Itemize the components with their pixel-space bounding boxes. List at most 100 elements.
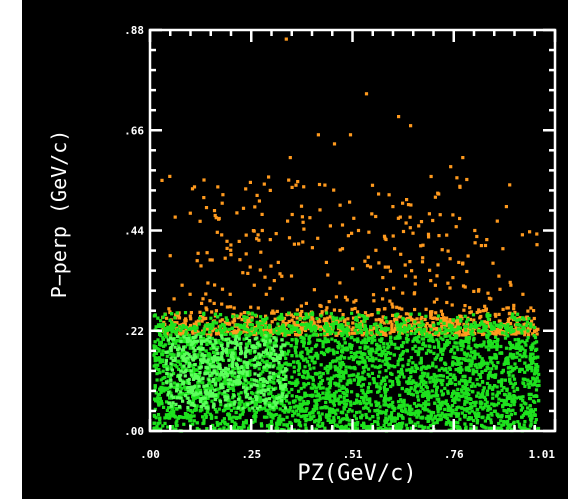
green-data-point <box>468 376 472 381</box>
green-data-point <box>154 416 158 420</box>
orange-data-point <box>366 255 370 259</box>
green-data-point <box>459 319 463 323</box>
green-data-point <box>414 329 419 333</box>
orange-data-point <box>270 320 274 324</box>
green-data-point <box>421 323 425 327</box>
green-data-point <box>506 323 510 327</box>
green-data-point <box>515 318 519 322</box>
green-data-point <box>182 339 186 344</box>
orange-data-point <box>374 318 378 322</box>
green-data-point <box>390 372 394 376</box>
orange-data-point <box>324 260 328 264</box>
green-data-point <box>169 333 173 337</box>
green-data-point <box>357 313 361 317</box>
green-data-point <box>281 316 285 320</box>
green-data-point <box>427 419 431 423</box>
green-data-point <box>334 359 338 363</box>
green-data-point <box>195 368 199 372</box>
green-data-point <box>524 343 528 347</box>
green-data-point <box>308 411 312 415</box>
green-data-point <box>527 385 531 389</box>
green-data-point <box>362 369 366 373</box>
orange-data-point <box>370 313 374 317</box>
green-data-point <box>399 371 403 375</box>
green-data-point <box>210 326 214 330</box>
green-data-point <box>475 366 479 370</box>
green-data-point <box>491 396 495 400</box>
green-data-point <box>348 407 352 412</box>
green-data-point <box>168 396 172 400</box>
green-data-point <box>486 339 490 344</box>
orange-data-point <box>316 133 320 137</box>
orange-data-point <box>509 321 513 326</box>
green-data-point <box>441 352 445 356</box>
green-data-point <box>357 360 362 364</box>
orange-data-point <box>328 315 332 319</box>
green-data-point <box>419 416 423 420</box>
orange-data-point <box>427 235 431 239</box>
green-data-point <box>454 356 458 360</box>
green-data-point <box>248 372 252 376</box>
green-data-point <box>423 344 427 348</box>
green-data-point <box>277 417 281 421</box>
green-data-point <box>170 324 174 328</box>
green-data-point <box>226 422 230 426</box>
green-data-point <box>190 326 194 330</box>
green-data-point <box>386 350 390 354</box>
green-data-point <box>273 342 278 346</box>
green-data-point <box>435 420 439 425</box>
orange-data-point <box>446 281 450 285</box>
orange-data-point <box>326 333 330 337</box>
green-data-point <box>453 383 458 387</box>
green-data-point <box>337 382 341 386</box>
green-data-point <box>265 359 269 363</box>
green-data-point <box>350 390 354 394</box>
green-data-point <box>264 408 268 412</box>
green-data-point <box>242 420 246 424</box>
green-data-point <box>306 352 310 356</box>
green-data-point <box>513 412 517 416</box>
green-data-point <box>168 414 172 418</box>
orange-data-point <box>244 252 248 256</box>
green-data-point <box>512 377 517 381</box>
orange-data-point <box>198 219 202 223</box>
green-data-point <box>393 342 397 346</box>
green-data-point <box>163 375 167 380</box>
orange-data-point <box>229 243 233 247</box>
green-data-point <box>263 406 267 410</box>
green-data-point <box>274 336 278 340</box>
green-data-point <box>259 385 263 389</box>
green-data-point <box>321 351 326 355</box>
green-data-point <box>431 364 435 368</box>
green-data-point <box>484 368 488 372</box>
green-data-point <box>198 316 202 320</box>
green-data-point <box>472 401 476 405</box>
green-data-point <box>363 337 367 341</box>
green-data-point <box>261 321 265 325</box>
orange-data-point <box>218 319 222 323</box>
orange-data-point <box>391 305 395 309</box>
green-data-point <box>410 420 414 424</box>
green-data-point <box>355 410 359 415</box>
green-data-point <box>263 325 267 329</box>
green-data-point <box>485 381 490 386</box>
orange-data-point <box>204 306 208 310</box>
green-data-point <box>359 384 363 388</box>
green-data-point <box>517 318 521 322</box>
green-data-point <box>238 416 242 420</box>
green-data-point <box>471 382 475 386</box>
orange-data-point <box>368 265 373 269</box>
green-data-point <box>512 367 516 371</box>
green-data-point <box>217 339 221 343</box>
orange-data-point <box>431 321 435 325</box>
green-data-point <box>464 396 468 400</box>
orange-data-point <box>531 332 535 336</box>
green-data-point <box>384 403 388 407</box>
green-data-point <box>164 415 169 419</box>
green-data-point <box>193 368 197 372</box>
orange-data-point <box>255 193 259 197</box>
green-data-point <box>376 331 380 335</box>
green-data-point <box>204 349 208 353</box>
green-data-point <box>274 374 278 378</box>
green-data-point <box>469 423 473 427</box>
